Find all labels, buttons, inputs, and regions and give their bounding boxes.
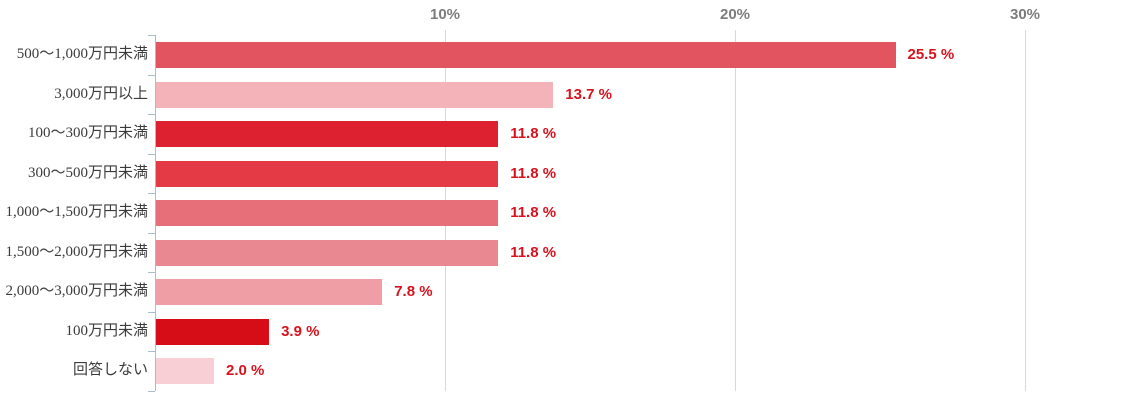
y-axis-tick [148, 232, 155, 234]
category-label: 300〜500万円未満 [27, 164, 148, 181]
y-axis-tick [148, 114, 155, 116]
bar [156, 318, 270, 345]
category-label: 1,000〜1,500万円未満 [5, 204, 148, 221]
bar [156, 42, 896, 68]
y-axis-tick [148, 272, 155, 274]
y-axis-tick [148, 391, 155, 393]
bar [156, 239, 499, 266]
category-label: 100〜300万円未満 [27, 125, 148, 142]
bar [156, 358, 214, 385]
value-label: 25.5 % [907, 46, 955, 63]
value-label: 11.8 % [510, 204, 557, 222]
bar [156, 279, 383, 306]
category-label: 100万円未満 [65, 322, 148, 339]
x-axis-tick-label: 30% [1009, 6, 1041, 23]
value-label: 13.7 % [565, 85, 612, 103]
value-label: 7.8 % [394, 283, 433, 301]
y-axis-tick [148, 153, 155, 155]
x-axis-tick-label: 20% [719, 6, 751, 23]
y-axis-line [155, 35, 156, 392]
gridline [1025, 30, 1026, 391]
category-label: 1,500〜2,000万円未満 [5, 243, 148, 260]
y-axis-tick [148, 351, 155, 353]
category-label: 3,000万円以上 [54, 85, 148, 102]
bar [156, 200, 499, 227]
bar [156, 160, 499, 187]
category-label: 回答しない [72, 362, 148, 379]
bar [156, 121, 499, 148]
category-label: 500〜1,000万円未満 [16, 46, 148, 62]
y-axis-tick [148, 311, 155, 313]
y-axis-tick [148, 35, 155, 36]
value-label: 2.0 % [226, 362, 265, 380]
y-axis-tick [148, 193, 155, 195]
x-axis-tick-label: 10% [429, 6, 461, 23]
category-label: 2,000〜3,000万円未満 [5, 283, 148, 300]
value-label: 11.8 % [510, 164, 557, 182]
y-axis-tick [148, 74, 155, 76]
value-label: 11.8 % [510, 243, 557, 261]
value-label: 3.9 % [281, 322, 320, 340]
gridline [735, 30, 736, 391]
bar [156, 81, 554, 108]
value-label: 11.8 % [510, 125, 557, 143]
